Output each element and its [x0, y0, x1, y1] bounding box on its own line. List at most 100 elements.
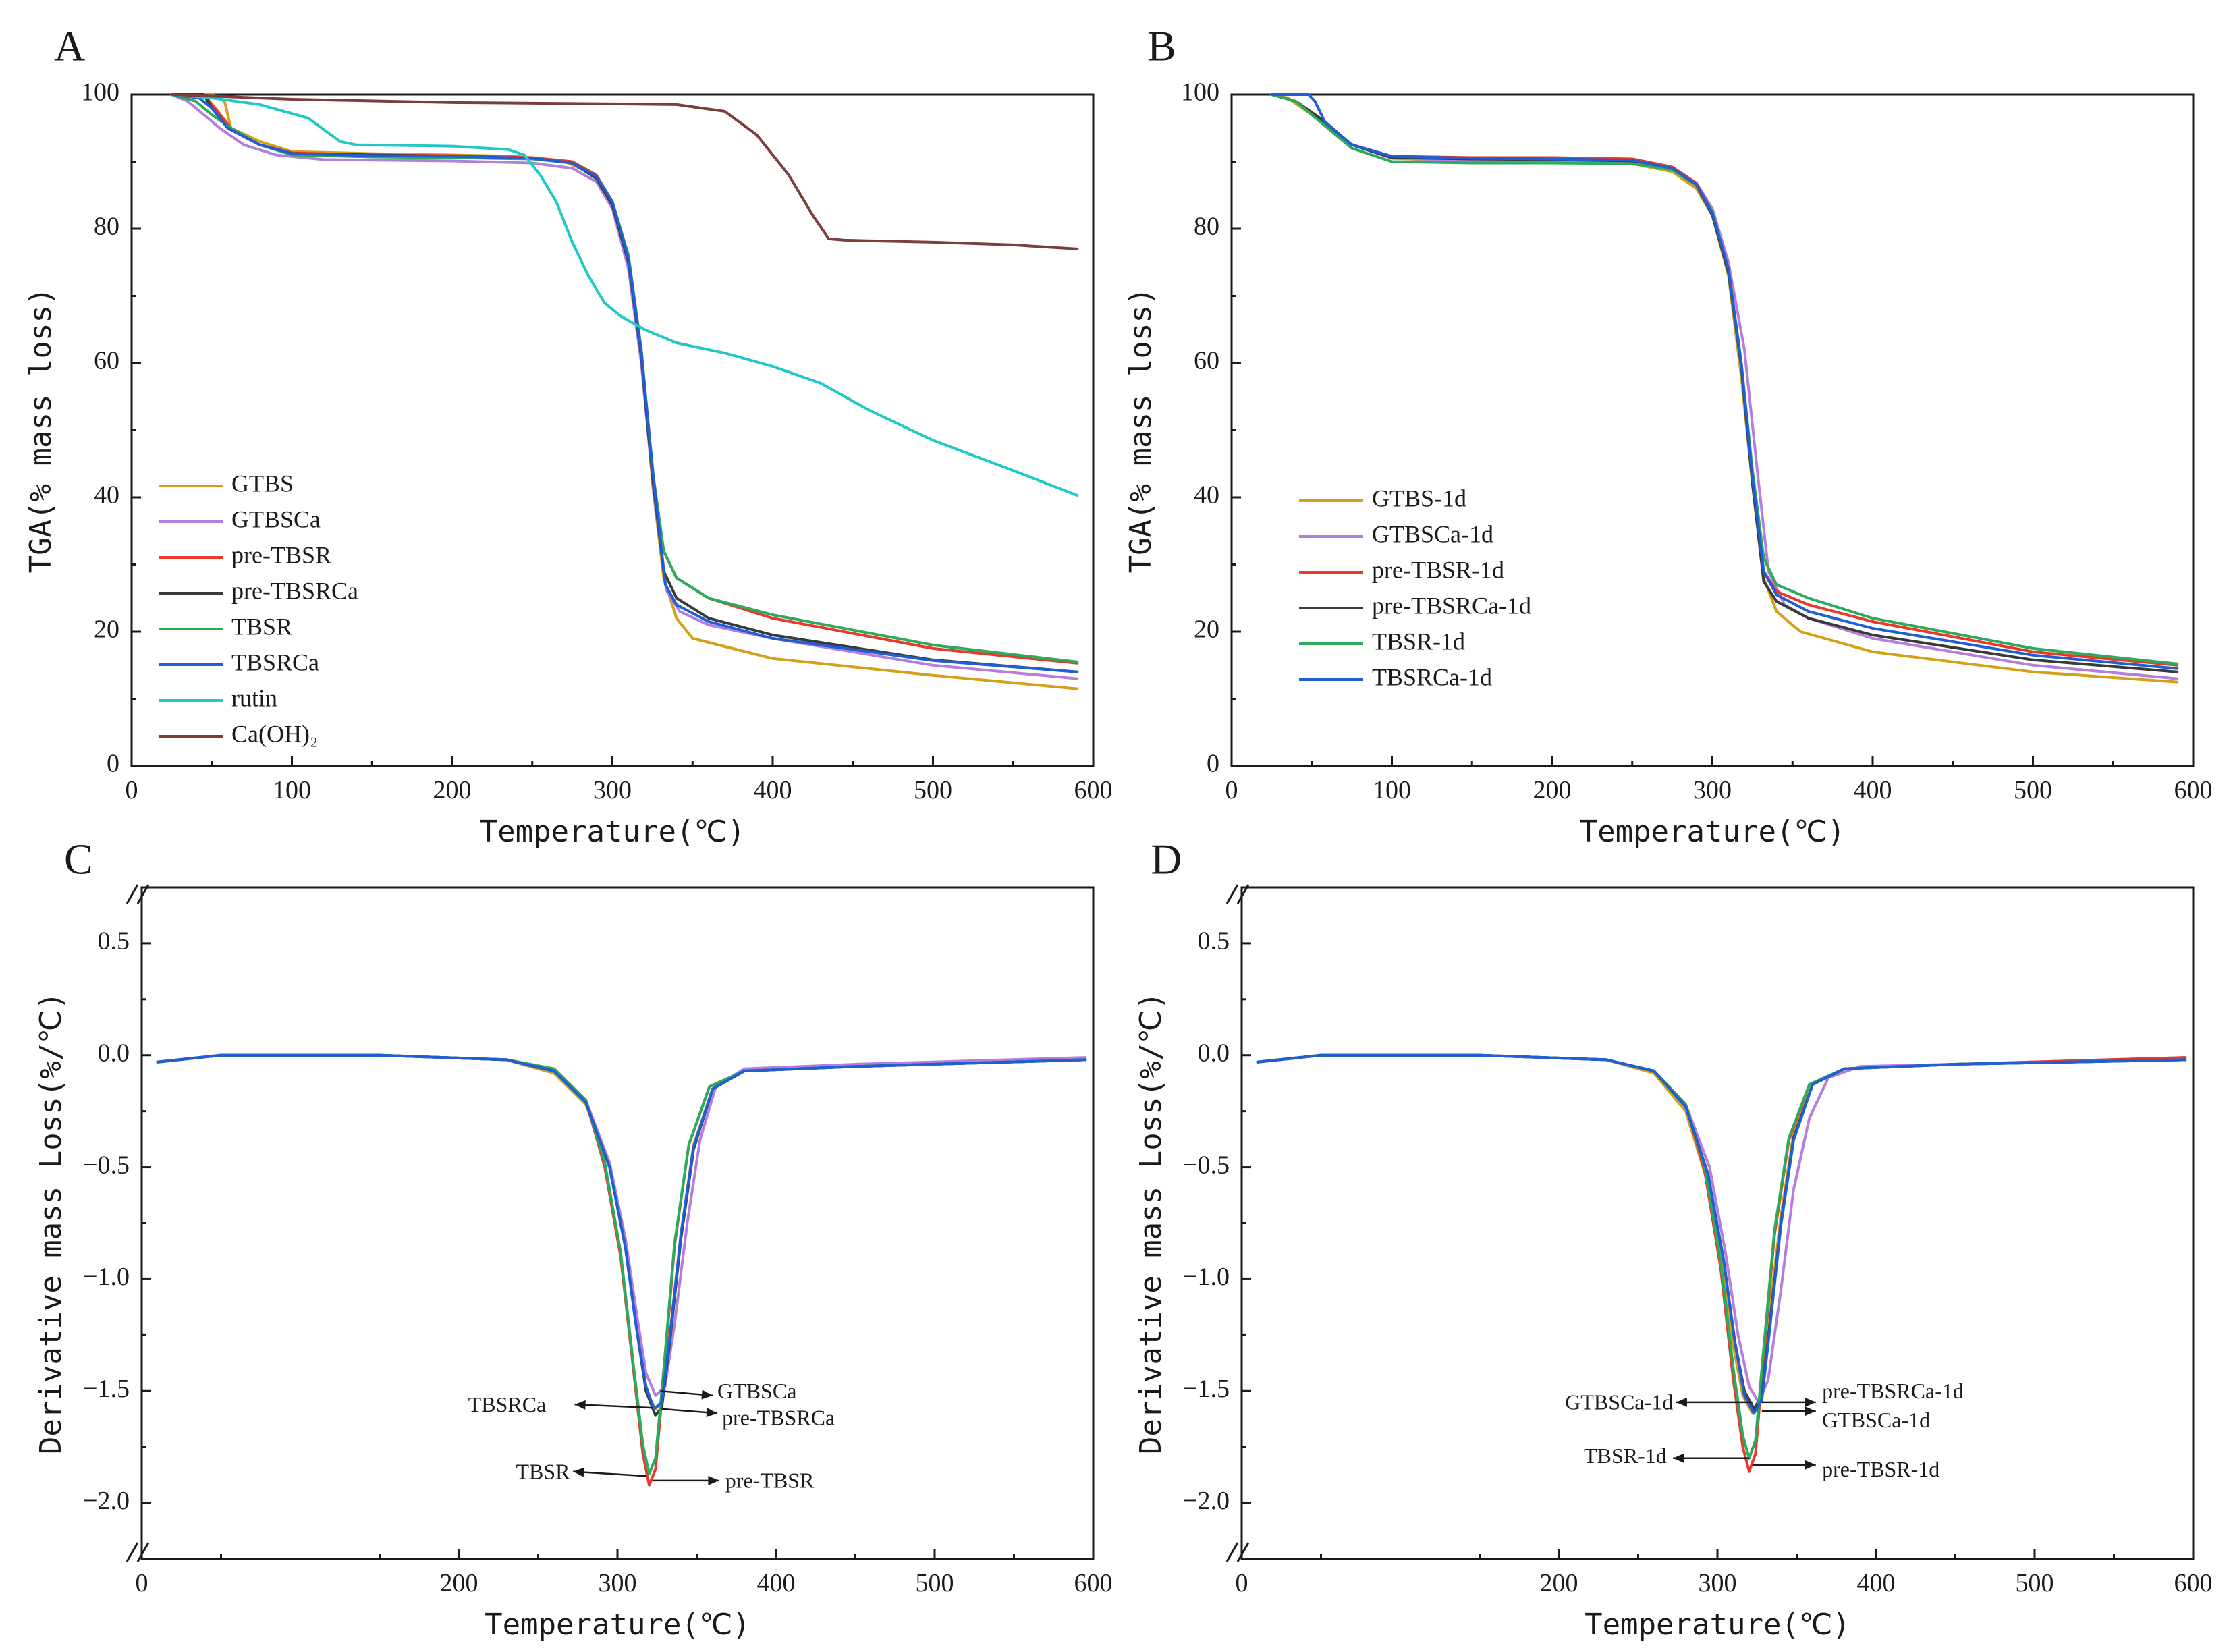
x-tick-label: 300	[1693, 776, 1732, 804]
legend-entry-tbsr: TBSR	[231, 613, 292, 640]
annotation-label-gtbsca: GTBSCa	[717, 1379, 796, 1403]
y-tick-label: −2.0	[1183, 1487, 1230, 1515]
x-tick-label: 600	[1074, 1569, 1113, 1597]
x-tick-label: 200	[1540, 1569, 1578, 1597]
y-tick-label: −2.0	[83, 1487, 130, 1515]
chart-panel-b: B 0 100 200 300 400 500 600 0 20 40 60 80 100 Temperat…	[1124, 22, 2213, 849]
x-axis-title: Temperature(℃)	[480, 815, 746, 849]
x-axis-title: Temperature(℃)	[1585, 1607, 1850, 1642]
panel-label: B	[1147, 22, 1176, 70]
annotation-arrowhead	[701, 1389, 713, 1400]
y-tick-label: 20	[1194, 615, 1219, 644]
annotation-label-pre-tbsr-1d: pre-TBSR-1d	[1822, 1457, 1939, 1481]
chart-panel-d: D 0 200 300 400 500 600 −2.0 −1.5 −1.0 −0.5 0.0 0.5 T…	[1134, 835, 2213, 1642]
annotation-arrow	[573, 1470, 646, 1477]
panel-label: D	[1151, 835, 1182, 883]
panel-label: C	[64, 835, 93, 883]
axis-break-mark	[126, 1542, 150, 1562]
x-tick-label: 200	[1533, 776, 1572, 804]
x-tick-label: 200	[433, 776, 472, 804]
legend-entry-tbsr-1d: TBSR-1d	[1372, 628, 1465, 655]
y-tick-label: 0.0	[98, 1039, 130, 1067]
y-tick-label: −0.5	[83, 1151, 130, 1179]
y-tick-label: −1.0	[83, 1263, 130, 1291]
x-tick-label: 500	[916, 1569, 954, 1597]
x-tick-label: 0	[1225, 776, 1238, 804]
x-tick-label: 500	[2016, 1569, 2054, 1597]
x-tick-label: 100	[273, 776, 311, 804]
x-tick-label: 600	[2174, 1569, 2213, 1597]
panel-label: A	[54, 22, 85, 70]
panels: A0 100 200 300 400 500 600020406080100Temperat…	[24, 22, 2213, 1642]
annotation-label-gtbsca-1d: GTBSCa-1d	[1565, 1389, 1673, 1414]
legend-entry-pre-tbsrca-1d: pre-TBSRCa-1d	[1372, 592, 1531, 619]
annotation-label-tbsr: TBSR	[516, 1459, 570, 1483]
y-tick-label: 100	[1181, 78, 1219, 107]
annotation-label-pre-tbsrca: pre-TBSRCa	[722, 1406, 835, 1430]
annotation-label-pre-tbsrca-1d: pre-TBSRCa-1d	[1822, 1379, 1964, 1403]
annotation-label-tbsrca: TBSRCa	[468, 1392, 547, 1416]
axis-break-mark	[126, 884, 150, 904]
annotation-arrowhead	[1805, 1460, 1816, 1470]
y-tick-label: 0	[1207, 750, 1219, 778]
x-tick-label: 300	[1699, 1569, 1737, 1597]
annotation-arrowhead	[1673, 1453, 1684, 1463]
y-tick-label: 80	[94, 213, 119, 241]
x-tick-label: 0	[1236, 1569, 1248, 1597]
y-tick-label: 0.5	[98, 927, 130, 956]
y-tick-label: 0.0	[1198, 1039, 1230, 1067]
x-tick-label: 0	[136, 1569, 148, 1597]
series-line-rutin	[170, 93, 1079, 497]
annotation-arrowhead	[1676, 1397, 1687, 1407]
series-line-gtbsca	[170, 93, 1079, 680]
y-tick-label: 80	[1194, 213, 1219, 241]
y-tick-label: 100	[81, 78, 119, 107]
x-axis-title: Temperature(℃)	[1580, 815, 1846, 849]
x-tick-label: 500	[2014, 776, 2052, 804]
x-tick-label: 400	[1854, 776, 1892, 804]
annotation-arrowhead	[708, 1475, 719, 1485]
x-tick-label: 100	[1373, 776, 1411, 804]
legend-entry-rutin: rutin	[231, 684, 277, 711]
annotation-arrowhead	[706, 1408, 718, 1418]
annotation-arrow	[574, 1403, 653, 1409]
y-tick-label: 0	[107, 750, 119, 778]
y-axis-title: TGA(% mass loss)	[1124, 287, 1158, 574]
legend-entry-tbsrca-1d: TBSRCa-1d	[1372, 663, 1492, 690]
x-tick-label: 500	[914, 776, 952, 804]
legend-entry-gtbsca: GTBSCa	[231, 505, 321, 532]
y-tick-label: 40	[94, 481, 119, 510]
legend-entry-pre-tbsr: pre-TBSR	[231, 541, 331, 568]
series-line-tbsrca-1d	[1256, 1053, 2187, 1415]
y-tick-label: 60	[1194, 347, 1219, 375]
series-line-tbsrca	[170, 93, 1079, 673]
x-axis-title: Temperature(℃)	[485, 1607, 750, 1642]
annotation-label-tbsr-1d: TBSR-1d	[1584, 1443, 1667, 1468]
y-tick-label: −1.0	[1183, 1263, 1230, 1291]
axis-break-mark	[1225, 1542, 1250, 1562]
annotation-arrowhead	[573, 1467, 584, 1477]
y-tick-label: 60	[94, 347, 119, 375]
y-tick-label: 0.5	[1198, 927, 1230, 956]
axis-break-mark	[1225, 884, 1250, 904]
annotation-arrowhead	[1805, 1397, 1816, 1407]
x-tick-label: 400	[754, 776, 792, 804]
series-line-tbsrca-1d	[1270, 93, 2179, 670]
y-tick-label: −0.5	[1183, 1151, 1230, 1179]
x-tick-label: 400	[1857, 1569, 1896, 1597]
y-tick-label: −1.5	[83, 1375, 130, 1403]
y-tick-label: 40	[1194, 481, 1219, 510]
y-tick-label: −1.5	[1183, 1375, 1230, 1403]
x-tick-label: 200	[440, 1569, 478, 1597]
y-axis-title: Derivative mass Loss(%/℃)	[1134, 992, 1168, 1454]
legend-entry-pre-tbsr-1d: pre-TBSR-1d	[1372, 556, 1504, 583]
y-tick-label: 20	[94, 615, 119, 644]
chart-panel-a: A 0 100 200 300 400 500 600 0 20 40 60 80 100 Temperat…	[24, 22, 1113, 849]
x-tick-label: 300	[599, 1569, 637, 1597]
y-axis-title: TGA(% mass loss)	[24, 287, 58, 574]
x-tick-label: 300	[593, 776, 632, 804]
x-tick-label: 600	[2174, 776, 2213, 804]
legend-entry-ca-oh: Ca(OH)₂	[231, 720, 319, 747]
